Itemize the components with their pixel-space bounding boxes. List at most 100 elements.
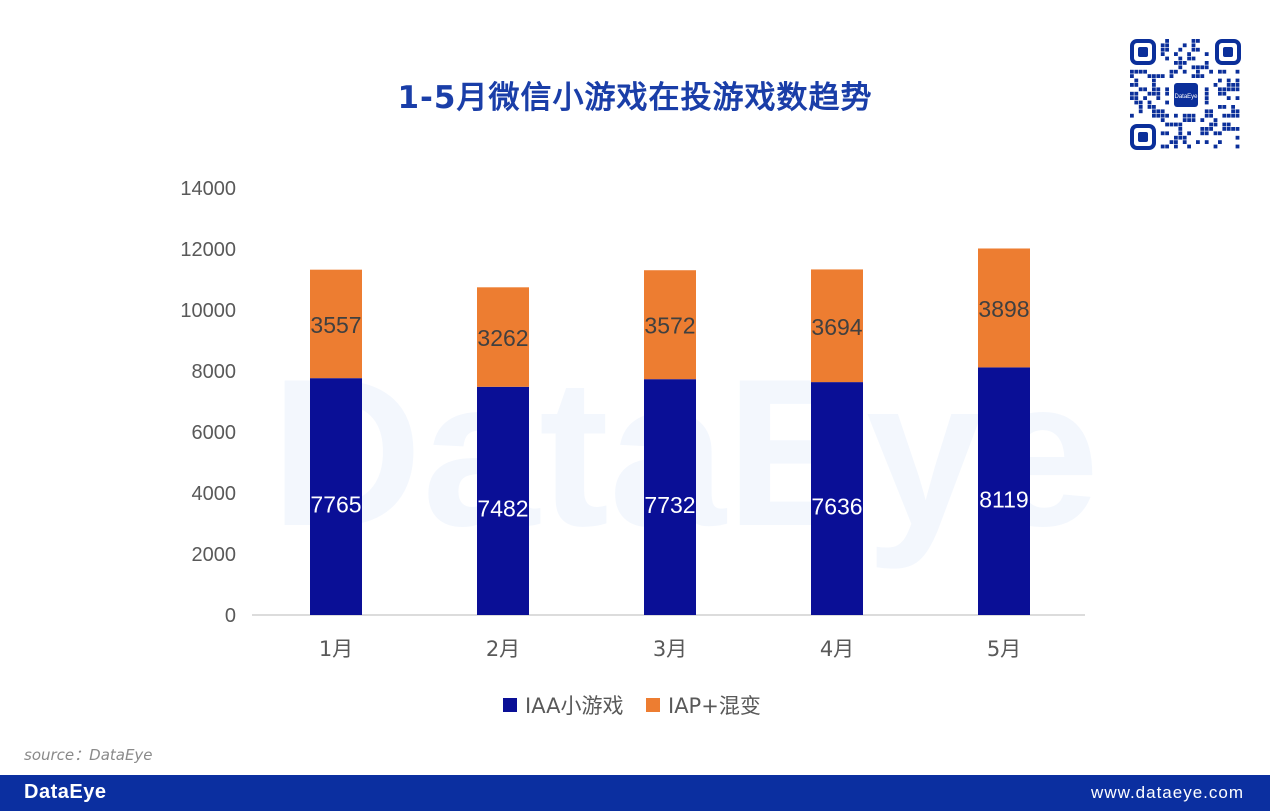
- qr-module: [1200, 118, 1205, 122]
- qr-module: [1178, 131, 1183, 136]
- qr-module: [1174, 140, 1178, 144]
- bar-iap-1: [310, 269, 362, 379]
- qr-module: [1209, 127, 1213, 131]
- qr-module: [1160, 118, 1165, 122]
- footer-url[interactable]: www.dataeye.com: [1091, 783, 1244, 802]
- data-label: 7732: [644, 492, 695, 518]
- qr-module: [1235, 144, 1240, 149]
- qr-module: [1138, 87, 1143, 92]
- qr-module: [1196, 140, 1200, 144]
- qr-module: [1178, 135, 1183, 140]
- qr-module: [1204, 65, 1209, 70]
- qr-module: [1222, 113, 1227, 118]
- qr-module: [1235, 109, 1240, 114]
- qr-module: [1165, 144, 1169, 149]
- qr-module: [1235, 83, 1240, 87]
- qr-module: [1130, 91, 1134, 96]
- qr-module: [1134, 91, 1139, 96]
- qr-module: [1200, 131, 1205, 136]
- qr-module: [1187, 56, 1191, 61]
- qr-module: [1226, 122, 1231, 127]
- qr-module: [1200, 65, 1205, 70]
- qr-module: [1191, 74, 1196, 78]
- qr-module: [1218, 140, 1222, 144]
- qr-module: [1143, 69, 1147, 74]
- qr-module: [1204, 87, 1209, 92]
- bar-iaa-2: [477, 386, 529, 615]
- qr-module: [1152, 83, 1156, 87]
- qr-code: DataEye: [1128, 37, 1243, 152]
- qr-module: [1156, 109, 1161, 114]
- qr-module: [1222, 91, 1227, 96]
- legend-label: IAA小游戏: [525, 694, 624, 718]
- qr-module: [1222, 87, 1227, 92]
- y-tick-label: 4000: [192, 483, 237, 505]
- qr-module: [1213, 144, 1218, 149]
- qr-module: [1174, 135, 1178, 140]
- qr-module: [1222, 69, 1227, 74]
- qr-module: [1178, 65, 1183, 70]
- qr-module: [1178, 127, 1183, 131]
- qr-module: [1182, 135, 1187, 140]
- qr-module: [1182, 69, 1187, 74]
- qr-module: [1231, 83, 1235, 87]
- qr-module: [1235, 78, 1240, 83]
- y-tick-label: 6000: [192, 422, 237, 444]
- qr-module: [1182, 61, 1187, 65]
- qr-module: [1160, 74, 1165, 78]
- qr-module: [1134, 83, 1139, 87]
- qr-module: [1152, 87, 1156, 92]
- data-label: 3262: [477, 325, 528, 351]
- qr-module: [1200, 127, 1205, 131]
- qr-module: [1165, 122, 1169, 127]
- qr-module: [1178, 61, 1183, 65]
- data-label: 3572: [644, 313, 695, 339]
- qr-module: [1204, 131, 1209, 136]
- x-tick-label: 1月: [319, 637, 353, 661]
- qr-module: [1187, 52, 1191, 56]
- qr-module: [1130, 69, 1134, 74]
- qr-module: [1143, 96, 1147, 100]
- qr-module: [1178, 122, 1183, 127]
- qr-module: [1235, 127, 1240, 131]
- qr-module: [1130, 113, 1134, 118]
- qr-module: [1160, 109, 1165, 114]
- qr-module: [1231, 105, 1235, 109]
- qr-module: [1178, 47, 1183, 52]
- x-tick-label: 3月: [653, 637, 687, 661]
- qr-module: [1160, 113, 1165, 118]
- qr-module: [1196, 47, 1200, 52]
- qr-module: [1231, 87, 1235, 92]
- bar-iaa-5: [978, 367, 1030, 615]
- qr-module: [1134, 78, 1139, 83]
- qr-module: [1204, 52, 1209, 56]
- qr-module: [1174, 52, 1178, 56]
- qr-module: [1138, 100, 1143, 105]
- qr-module: [1187, 144, 1191, 149]
- qr-logo-label: DataEye: [1174, 94, 1198, 100]
- qr-module: [1156, 113, 1161, 118]
- y-tick-label: 10000: [180, 300, 236, 322]
- qr-module: [1209, 113, 1213, 118]
- qr-module: [1165, 43, 1169, 48]
- qr-module: [1147, 74, 1152, 78]
- bar-iap-5: [978, 248, 1030, 368]
- qr-module: [1222, 122, 1227, 127]
- legend-swatch: [646, 698, 660, 712]
- qr-module: [1152, 109, 1156, 114]
- qr-module: [1200, 74, 1205, 78]
- qr-module: [1165, 91, 1169, 96]
- qr-module: [1191, 56, 1196, 61]
- qr-module: [1226, 127, 1231, 131]
- qr-module: [1213, 131, 1218, 136]
- qr-module: [1235, 69, 1240, 74]
- data-label: 3694: [811, 314, 862, 340]
- qr-module: [1226, 87, 1231, 92]
- bar-iaa-3: [644, 379, 696, 615]
- qr-module: [1160, 144, 1165, 149]
- data-label: 3898: [978, 296, 1029, 322]
- qr-module: [1209, 109, 1213, 114]
- y-tick-label: 0: [225, 605, 236, 627]
- data-label: 8119: [979, 487, 1028, 513]
- qr-module: [1218, 91, 1222, 96]
